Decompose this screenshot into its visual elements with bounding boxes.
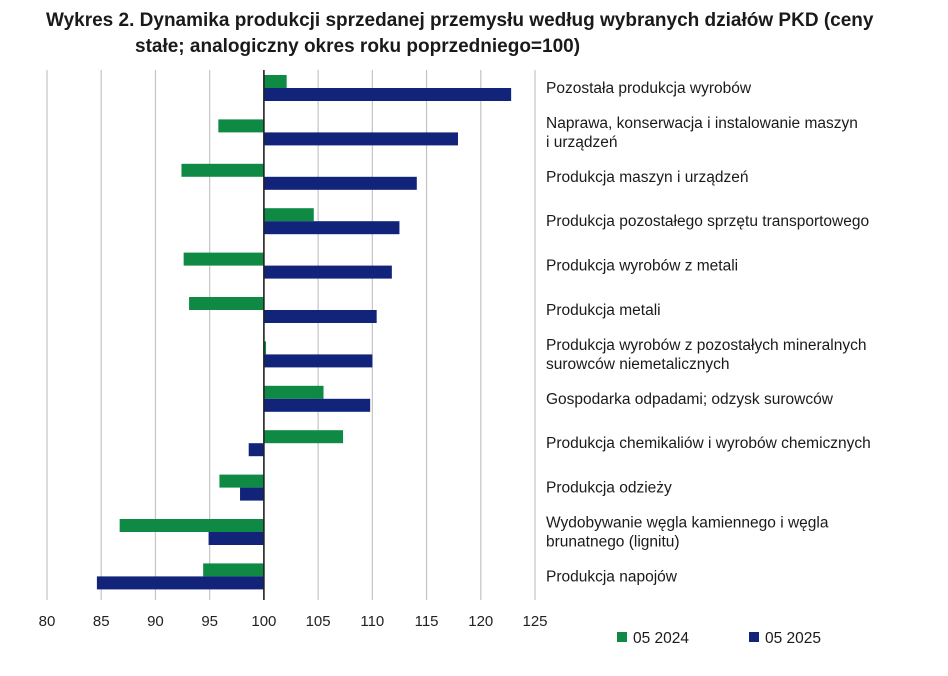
x-tick-label-125: 125 xyxy=(522,613,547,630)
bar-series2-cat-9 xyxy=(248,443,264,457)
legend: 05 2024 05 2025 xyxy=(617,630,821,647)
bar-series1-cat-10 xyxy=(219,474,264,488)
x-tick-label-95: 95 xyxy=(201,613,218,630)
x-tick-label-100: 100 xyxy=(251,613,276,630)
chart-title-line-1: Wykres 2. Dynamika produkcji sprzedanej … xyxy=(46,10,874,31)
category-label-11-line-1: Wydobywanie węgla kamiennego i węgla xyxy=(546,515,829,532)
bar-series2-cat-1 xyxy=(263,88,512,101)
bar-series1-cat-1 xyxy=(263,75,287,88)
bar-series2-cat-11 xyxy=(208,532,264,545)
bar-series2-cat-10 xyxy=(240,487,264,501)
category-labels: Pozostała produkcja wyrobów Naprawa, kons… xyxy=(546,80,871,585)
bar-series2-cat-7 xyxy=(263,354,373,368)
gridlines xyxy=(46,70,536,600)
x-tick-label-115: 115 xyxy=(415,613,439,630)
x-axis-ticks: 80 85 90 95 100 105 110 115 120 125 xyxy=(39,613,548,630)
category-label-9: Produkcja chemikaliów i wyrobów chemiczn… xyxy=(546,435,871,452)
category-label-10: Produkcja odzieży xyxy=(546,480,672,497)
bar-series1-cat-7 xyxy=(263,341,267,355)
x-tick-label-110: 110 xyxy=(360,613,384,630)
category-label-5: Produkcja wyrobów z metali xyxy=(546,258,738,275)
bar-series1-cat-11 xyxy=(119,519,264,532)
x-tick-label-105: 105 xyxy=(306,613,331,630)
bar-series2-cat-8 xyxy=(263,398,371,412)
bar-series1-cat-5 xyxy=(183,252,264,266)
legend-label-1: 05 2024 xyxy=(633,630,689,647)
legend-swatch-2 xyxy=(749,632,759,642)
category-label-3: Produkcja maszyn i urządzeń xyxy=(546,169,748,186)
bar-series2-cat-4 xyxy=(263,221,400,235)
x-tick-label-120: 120 xyxy=(468,613,493,630)
bar-series1-cat-3 xyxy=(181,163,264,177)
x-tick-label-85: 85 xyxy=(93,613,110,630)
x-tick-label-80: 80 xyxy=(39,613,56,630)
bar-series2-cat-2 xyxy=(263,132,459,146)
category-label-11-line-2: brunatnego (lignitu) xyxy=(546,534,680,551)
bar-series2-cat-5 xyxy=(263,265,392,279)
category-label-2-line-1: Naprawa, konserwacja i instalowanie masz… xyxy=(546,115,858,132)
x-tick-label-90: 90 xyxy=(147,613,164,630)
category-label-1: Pozostała produkcja wyrobów xyxy=(546,80,752,97)
chart-title-line-2: stałe; analogiczny okres roku poprzednie… xyxy=(135,36,581,57)
category-label-12: Produkcja napojów xyxy=(546,568,678,585)
category-label-2-line-2: i urządzeń xyxy=(546,134,618,151)
bar-series1-cat-4 xyxy=(263,208,314,222)
category-label-7-line-1: Produkcja wyrobów z pozostałych mineraln… xyxy=(546,337,866,354)
bar-series1-cat-12 xyxy=(203,563,264,577)
bar-series1-cat-6 xyxy=(189,297,264,310)
category-label-7-line-2: surowców niemetalicznych xyxy=(546,356,730,373)
bar-series1-cat-2 xyxy=(218,119,264,133)
bars xyxy=(96,75,512,590)
bar-series2-cat-3 xyxy=(263,176,417,190)
bar-series2-cat-12 xyxy=(96,576,264,590)
bar-series1-cat-9 xyxy=(263,430,344,444)
category-label-4: Produkcja pozostałego sprzętu transporto… xyxy=(546,213,869,230)
bar-series1-cat-8 xyxy=(263,385,324,399)
bar-series2-cat-6 xyxy=(263,310,377,323)
legend-swatch-1 xyxy=(617,632,627,642)
category-label-8: Gospodarka odpadami; odzysk surowców xyxy=(546,391,834,408)
chart-title: Wykres 2. Dynamika produkcji sprzedanej … xyxy=(0,8,948,60)
category-label-6: Produkcja metali xyxy=(546,302,661,319)
legend-label-2: 05 2025 xyxy=(765,630,821,647)
